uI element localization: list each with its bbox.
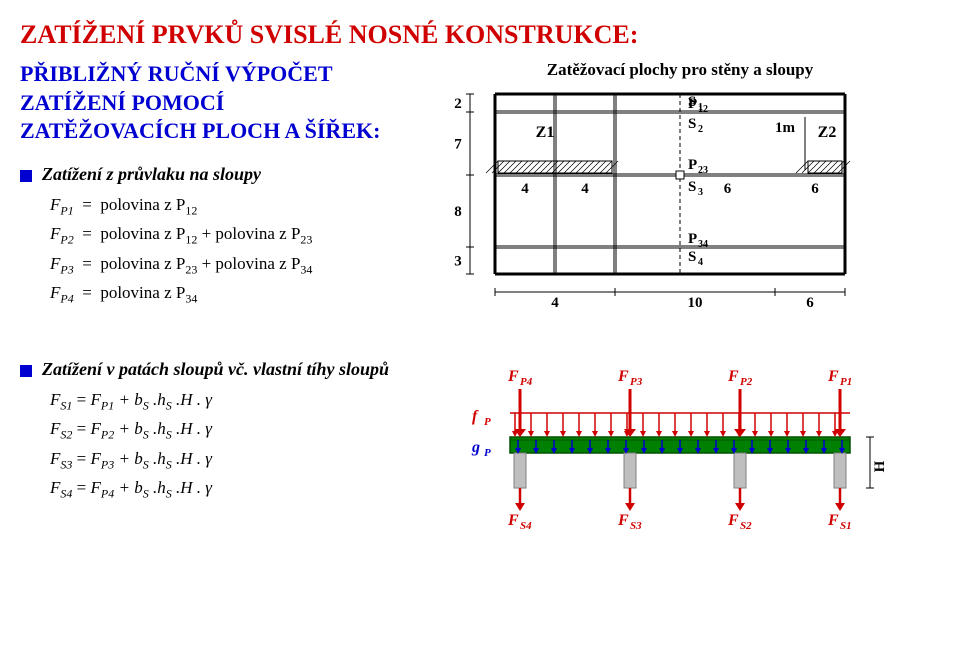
svg-text:H: H [872,460,888,472]
svg-text:F: F [827,512,839,529]
svg-text:S3: S3 [630,520,642,529]
eq-fs1: FS1 = FP1 + bS .hS .H . γ [50,390,460,413]
svg-text:7: 7 [454,137,462,153]
svg-text:F: F [727,512,739,529]
eq-fp3: FP3 = polovina z P23 + polovina z P34 [50,254,440,277]
eq-fp3-sub2: 34 [300,262,312,276]
svg-text:4: 4 [551,295,559,311]
eq-fp1-text: polovina z P [100,195,185,214]
eq-fs2: FS2 = FP2 + bS .hS .H . γ [50,419,460,442]
eq-fp1: FP1 = polovina z P12 [50,195,440,218]
eq-fp3b: + polovina z P [202,254,301,273]
left-column: PŘIBLIŽNÝ RUČNÍ VÝPOČET ZATÍŽENÍ POMOCÍ … [20,60,440,312]
bullet-icon-2 [20,365,32,377]
svg-text:F: F [617,368,629,385]
svg-text:S2: S2 [740,520,752,529]
svg-text:S: S [688,249,696,265]
svg-text:S: S [688,179,696,195]
svg-text:F: F [827,368,839,385]
svg-text:6: 6 [724,181,732,197]
svg-text:23: 23 [698,165,708,176]
eq-fp1-sub: 12 [185,203,197,217]
svg-text:P3: P3 [630,376,643,388]
subtitle: PŘIBLIŽNÝ RUČNÍ VÝPOČET ZATÍŽENÍ POMOCÍ … [20,60,440,146]
svg-text:g: g [471,439,480,456]
svg-text:4: 4 [521,181,529,197]
svg-text:P: P [484,416,491,428]
eq-fp3a: polovina z P [100,254,185,273]
plan-title: Zatěžovací plochy pro stěny a sloupy [440,60,920,80]
bullet-load-beam: Zatížení z průvlaku na sloupy [20,164,440,185]
svg-text:F: F [727,368,739,385]
svg-text:10: 10 [688,295,703,311]
svg-text:F: F [507,368,519,385]
svg-text:12: 12 [698,104,708,115]
svg-text:34: 34 [698,239,708,250]
svg-text:8: 8 [454,204,462,220]
subtitle-line2: ZATÍŽENÍ POMOCÍ [20,90,224,115]
svg-text:6: 6 [811,181,819,197]
svg-text:4: 4 [698,257,703,268]
svg-text:P2: P2 [740,376,753,388]
svg-text:S: S [688,116,696,132]
svg-text:P4: P4 [520,376,533,388]
plan-diagram: S1P12S2P23S3P34S4Z1Z21m278344664106 [440,84,900,334]
svg-text:Z1: Z1 [536,124,555,141]
bullet-foot-load: Zatížení v patách sloupů vč. vlastní tíh… [20,359,460,380]
svg-text:F: F [507,512,519,529]
main-title: ZATÍŽENÍ PRVKŮ SVISLÉ NOSNÉ KONSTRUKCE: [20,20,940,50]
eq-fp2a: polovina z P [100,224,185,243]
svg-text:6: 6 [806,295,814,311]
eq-fp4-text: polovina z P [100,283,185,302]
eq-fp2-sub1: 12 [185,233,197,247]
svg-text:3: 3 [454,254,462,270]
equations-fp: FP1 = polovina z P12 FP2 = polovina z P1… [50,195,440,307]
svg-text:3: 3 [698,187,703,198]
eq-fs4: FS4 = FP4 + bS .hS .H . γ [50,478,460,501]
svg-text:S4: S4 [520,520,532,529]
eq-fp2b: + polovina z P [202,224,301,243]
svg-text:P: P [484,447,491,459]
beam-diagram-container: FP4FP3FP2FP1fPgPFS4FS3FS2FS1H [460,359,920,529]
eq-fp4-sub: 34 [185,291,197,305]
bottom-left-col: Zatížení v patách sloupů vč. vlastní tíh… [20,359,460,508]
svg-text:F: F [617,512,629,529]
eq-fp4: FP4 = polovina z P34 [50,283,440,306]
svg-text:P1: P1 [840,376,852,388]
beam-diagram: FP4FP3FP2FP1fPgPFS4FS3FS2FS1H [460,359,920,529]
svg-text:P: P [688,96,697,112]
svg-text:1m: 1m [775,120,796,136]
svg-text:P: P [688,231,697,247]
svg-text:f: f [472,408,479,425]
svg-text:P: P [688,157,697,173]
subtitle-line1: PŘIBLIŽNÝ RUČNÍ VÝPOČET [20,61,333,86]
svg-text:2: 2 [698,124,703,135]
svg-text:S1: S1 [840,520,852,529]
svg-text:4: 4 [581,181,589,197]
subtitle-line3: ZATĚŽOVACÍCH PLOCH A ŠÍŘEK: [20,118,380,143]
svg-text:2: 2 [454,96,462,112]
eq-fp2-sub2: 23 [300,233,312,247]
bullet-icon [20,170,32,182]
eq-fp2: FP2 = polovina z P12 + polovina z P23 [50,224,440,247]
eq-fs3: FS3 = FP3 + bS .hS .H . γ [50,449,460,472]
plan-diagram-container: Zatěžovací plochy pro stěny a sloupy S1P… [440,60,920,334]
bullet1-text: Zatížení z průvlaku na sloupy [42,164,261,185]
svg-text:Z2: Z2 [818,124,837,141]
eq-fp3-sub1: 23 [185,262,197,276]
equations-fs: FS1 = FP1 + bS .hS .H . γ FS2 = FP2 + bS… [50,390,460,502]
bullet2-text: Zatížení v patách sloupů vč. vlastní tíh… [42,359,389,380]
